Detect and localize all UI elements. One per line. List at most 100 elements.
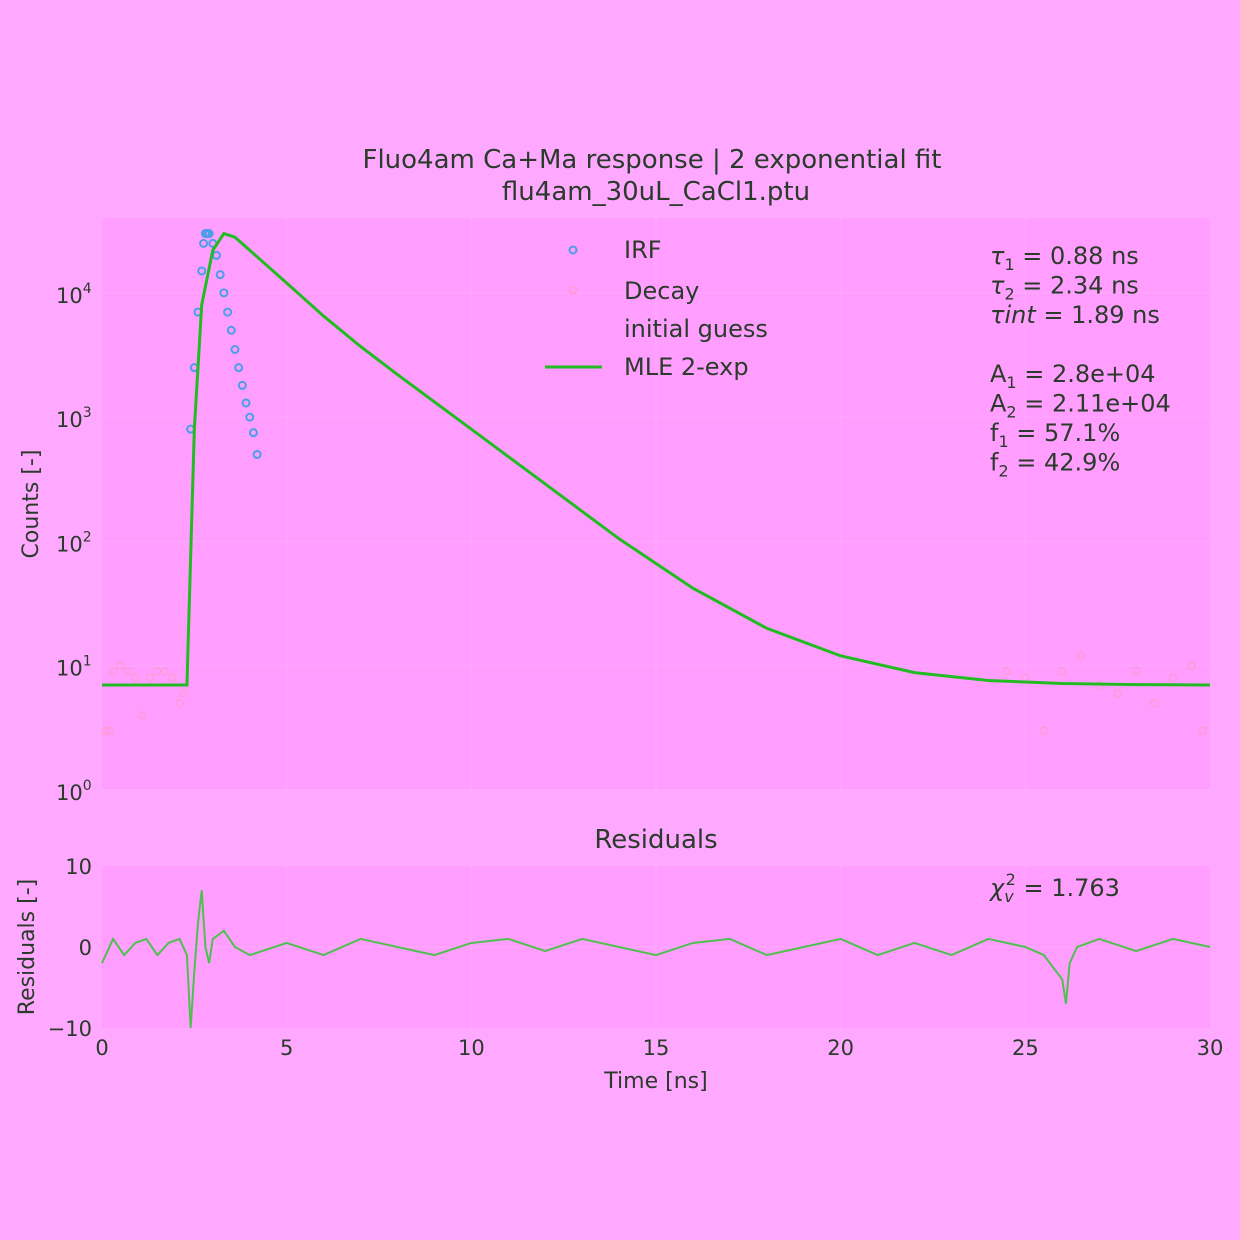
residuals-title: Residuals: [594, 825, 717, 855]
fit-parameter: f2 = 42.9%: [990, 449, 1120, 481]
irf-point: [197, 266, 207, 276]
tick-exponent: 1: [83, 654, 92, 670]
decay-y-tick-label: 102: [56, 529, 92, 556]
x-tick-label: 30: [1197, 1036, 1224, 1060]
x-tick-label: 5: [280, 1036, 293, 1060]
chi-value: = 1.763: [1016, 874, 1120, 902]
legend-label-irf: IRF: [624, 236, 662, 264]
x-tick-label: 15: [643, 1036, 670, 1060]
decay-y-tick-label: 104: [56, 281, 92, 308]
param-subscript: 2: [1006, 403, 1016, 422]
irf-point: [248, 428, 258, 438]
decay-points: [101, 651, 1207, 735]
x-tick-label: 10: [458, 1036, 485, 1060]
decay-point: [1002, 667, 1012, 676]
param-symbol: A: [990, 360, 1007, 388]
decay-point: [138, 710, 147, 720]
decay-panel: Fluo4am Ca+Ma response | 2 exponential f…: [19, 145, 1211, 805]
fit-parameter: f1 = 57.1%: [990, 419, 1120, 451]
param-symbol: f: [990, 449, 999, 477]
tick-exponent: 4: [83, 281, 92, 297]
tick-base: 10: [56, 284, 83, 308]
legend-marker-irf: [568, 245, 578, 255]
chart-subtitle: flu4am_30uL_CaCl1.ptu: [502, 177, 810, 207]
param-value: = 1.89 ns: [1036, 301, 1160, 329]
param-subscript: 1: [998, 432, 1008, 451]
irf-point: [204, 229, 214, 239]
param-value: = 0.88 ns: [1015, 242, 1139, 270]
decay-point: [1076, 651, 1085, 661]
irf-point: [219, 288, 229, 298]
decay-point: [1058, 667, 1067, 676]
tick-base: 10: [56, 408, 83, 432]
decay-point: [108, 667, 118, 676]
fit-parameter: τint = 1.89 ns: [990, 301, 1160, 329]
irf-point: [237, 380, 247, 390]
legend-label-initial-guess: initial guess: [624, 315, 768, 343]
decay-y-tick-label: 103: [56, 405, 92, 432]
residuals-y-tick-label: −10: [48, 1017, 92, 1041]
irf-point: [226, 325, 236, 335]
decay-point: [101, 726, 110, 735]
decay-point: [145, 673, 155, 683]
tick-exponent: 3: [83, 405, 92, 421]
series-line-mle-2-exp: [102, 231, 1211, 687]
irf-point: [215, 270, 225, 280]
param-value: = 2.34 ns: [1015, 272, 1139, 300]
param-subscript: 2: [1004, 285, 1014, 304]
decay-point: [1131, 667, 1141, 676]
fit-parameter: τ2 = 2.34 ns: [990, 272, 1139, 304]
tick-base: 10: [56, 781, 83, 805]
decay-y-axis-label: Counts [-]: [19, 450, 44, 559]
irf-point: [199, 238, 209, 248]
decay-plot-area: [102, 218, 1210, 790]
residuals-y-tick-label: 0: [79, 936, 92, 960]
fit-parameter: A1 = 2.8e+04: [990, 360, 1156, 392]
chi-squared-label: χv2 = 1.763: [988, 870, 1120, 906]
param-value: = 57.1%: [1009, 419, 1121, 447]
param-subscript: 2: [998, 462, 1008, 481]
param-symbol: f: [990, 419, 999, 447]
decay-point: [105, 726, 114, 735]
irf-point: [223, 307, 233, 317]
fit-parameter: A2 = 2.11e+04: [990, 390, 1171, 422]
residuals-x-ticks: 0 5 10 15 20 25 30: [95, 1036, 1223, 1060]
param-symbol: A: [990, 390, 1007, 418]
decay-point: [175, 698, 184, 708]
legend-label-decay: Decay: [624, 277, 699, 305]
chi-symbol: χ: [988, 874, 1005, 902]
chart-title: Fluo4am Ca+Ma response | 2 exponential f…: [362, 145, 941, 175]
chi-superscript: 2: [1006, 870, 1016, 889]
x-tick-label: 20: [827, 1036, 854, 1060]
decay-point: [1187, 661, 1196, 670]
decay-point: [179, 689, 188, 698]
irf-point: [252, 450, 262, 460]
decay-point: [123, 667, 133, 676]
param-symbol: τint: [990, 301, 1037, 329]
decay-point: [130, 673, 140, 683]
decay-point: [1168, 673, 1178, 683]
x-tick-label: 0: [95, 1036, 108, 1060]
decay-point: [1198, 726, 1207, 735]
param-value: = 42.9%: [1009, 449, 1121, 477]
param-subscript: 1: [1004, 255, 1014, 274]
residuals-y-axis-label: Residuals [-]: [15, 879, 40, 1015]
tick-base: 10: [56, 657, 83, 681]
decay-y-tick-label: 101: [56, 654, 92, 681]
irf-point: [245, 412, 255, 422]
decay-point: [160, 667, 170, 676]
decay-point: [1113, 689, 1122, 698]
decay-point: [167, 673, 177, 683]
decay-point: [1039, 726, 1049, 735]
param-value: = 2.11e+04: [1017, 390, 1171, 418]
param-symbol: τ: [990, 242, 1005, 270]
decay-point: [1150, 698, 1159, 708]
fit-parameter: τ1 = 0.88 ns: [990, 242, 1139, 274]
x-axis-label: Time [ns]: [603, 1069, 707, 1094]
residuals-line: [101, 890, 1211, 1029]
decay-grid: [102, 218, 1210, 791]
residuals-y-tick-label: 10: [65, 855, 92, 879]
irf-point: [230, 345, 240, 355]
